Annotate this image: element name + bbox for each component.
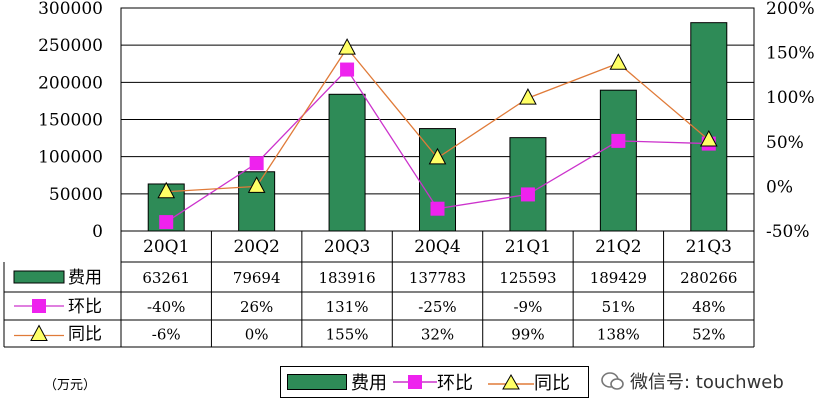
data-label: 26% [240,298,273,316]
data-label: -40% [147,298,185,316]
right-tick-label: 50% [766,133,804,153]
data-label: -25% [418,298,456,316]
row-key-hb-marker [32,299,46,313]
row-label-bar: 费用 [68,268,102,288]
left-tick-label: 200000 [38,73,103,93]
hb-point [430,201,445,216]
right-tick-label: 150% [766,44,815,64]
right-tick-label: 0% [766,177,793,197]
hb-point [249,156,264,171]
legend-marker-hb [393,375,437,389]
bar [599,89,637,232]
tb-point [338,38,356,55]
data-label: 32% [421,326,454,344]
right-tick-label: 200% [766,0,815,19]
right-tick-label: -50% [766,222,810,242]
data-label: 99% [511,326,544,344]
left-tick-label: 50000 [49,185,103,205]
hb-point [340,62,355,77]
legend-item-tb: 同比 [488,367,570,397]
data-label: 48% [692,298,725,316]
hb-point [159,215,174,230]
left-tick-label: 300000 [38,0,103,19]
row-key-bar [13,270,65,284]
tb-point [157,181,176,199]
left-tick-label: 0 [92,222,103,242]
data-label: 280266 [680,269,737,287]
legend-label-hb: 环比 [437,373,473,394]
legend-item-hb: 环比 [393,367,473,397]
category-label: 20Q1 [143,237,189,257]
category-label: 20Q2 [233,237,279,257]
legend-label-tb: 同比 [534,373,570,394]
data-label: 51% [602,298,635,316]
wechat-icon [601,372,624,390]
watermark-text: 微信号: touchweb [630,372,784,393]
watermark: 微信号: touchweb [600,366,784,396]
row-label-tb: 同比 [68,325,102,345]
legend-marker-tb [488,373,534,390]
bar [509,137,547,232]
data-label: 138% [597,326,640,344]
data-label: 131% [326,298,369,316]
data-label: 155% [326,326,369,344]
row-key-tb-marker [30,324,48,341]
category-label: 21Q1 [505,237,551,257]
legend-label-bar: 费用 [351,373,387,394]
legend-item-bar: 费用 [287,367,387,397]
legend: 费用 环比 同比 [280,366,589,398]
legend-swatch-bar [287,374,347,390]
category-label: 21Q3 [686,237,732,257]
bar [690,22,728,232]
data-label: 137783 [409,269,466,287]
data-label: -6% [152,326,181,344]
category-label: 20Q4 [414,237,460,257]
data-label: 189429 [590,269,647,287]
data-label: 79694 [233,269,281,287]
data-label: 63261 [142,269,190,287]
left-tick-label: 250000 [38,36,103,56]
data-label: -9% [513,298,542,316]
data-label: 183916 [318,269,375,287]
hb-point [520,187,535,202]
hb-point [611,133,626,148]
tb-point [428,147,447,165]
row-label-hb: 环比 [68,297,102,317]
left-tick-label: 100000 [38,148,103,168]
category-label: 21Q2 [595,237,641,257]
tb-point [609,53,628,70]
data-label: 0% [245,326,269,344]
unit-label: （万元） [44,378,97,393]
tb-point [699,129,718,147]
left-tick-label: 150000 [38,111,103,131]
data-label: 52% [692,326,725,344]
tb-point [247,176,266,193]
bar [328,93,366,232]
category-label: 20Q3 [324,237,370,257]
data-label: 125593 [499,269,556,287]
tb-point [519,88,537,105]
right-tick-label: 100% [766,88,815,108]
